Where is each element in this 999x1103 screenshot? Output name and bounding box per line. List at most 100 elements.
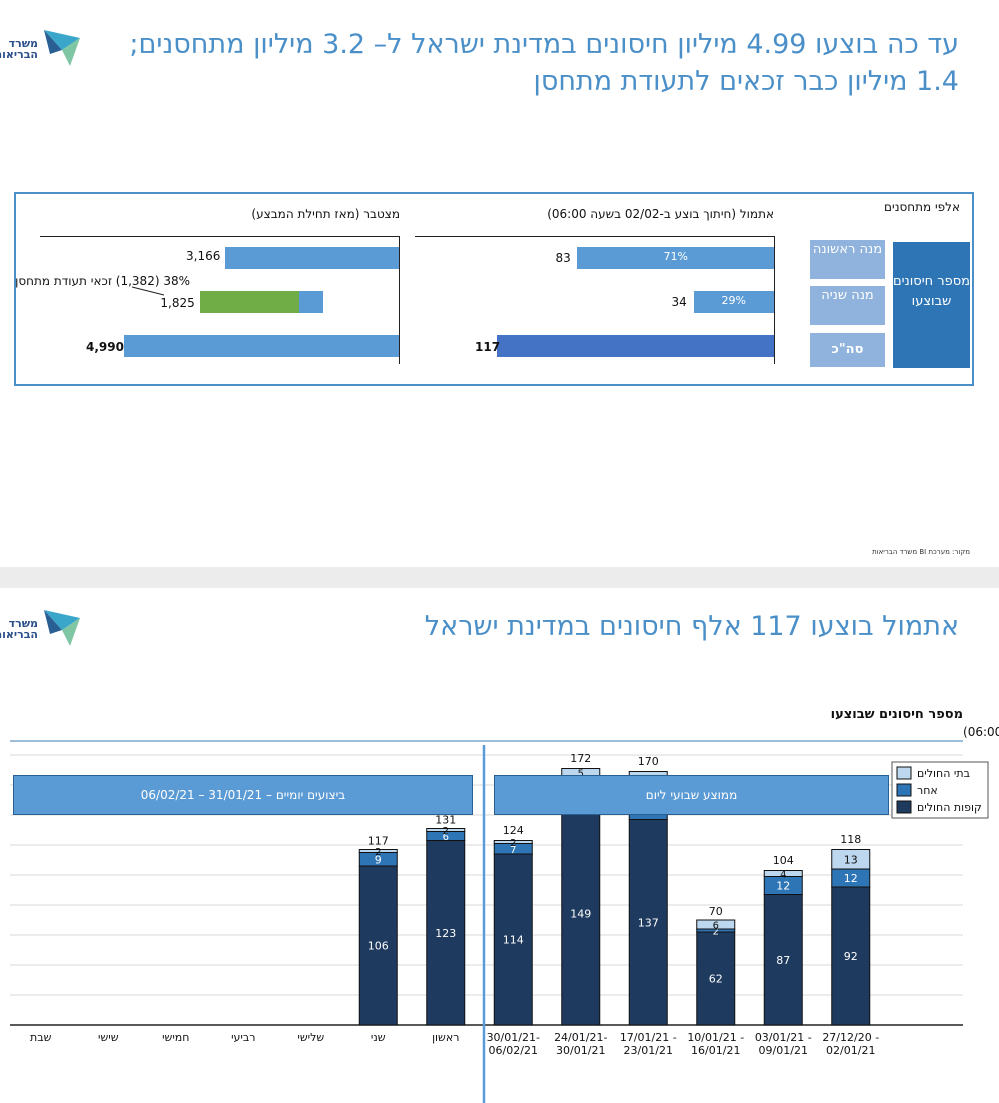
cumulative-bar-total (124, 335, 399, 357)
source-note: מקור: מערכת BI משרד הבריאות (872, 548, 970, 556)
certificate-annotation: 38% (1,382) זכאי תעודת מתחסן (15, 274, 190, 288)
x-tick-label: רביעי (231, 1031, 255, 1044)
bar-segment-label: 2 (375, 847, 381, 858)
legend-total: סה"כ (810, 333, 885, 367)
x-tick-label: ראשון (432, 1031, 459, 1044)
bar-segment-label: 12 (776, 880, 790, 893)
bar-segment-label: 92 (844, 950, 858, 963)
bar-segment-label: 2 (510, 838, 516, 849)
bar-segment-label: 106 (368, 940, 389, 953)
x-tick-label: שישי (98, 1031, 119, 1044)
cumulative-bar-certificate (200, 291, 299, 313)
yesterday-pct-second-dose: 29% (721, 294, 746, 307)
chart-tick-labels: שבת שישי חמישי רביעי שלישי שני ראשון 30/01/21-0… (30, 1031, 879, 1057)
bar-segment (831, 849, 871, 870)
bar-total-label: 104 (773, 854, 794, 867)
yesterday-bar-second-dose: 29% (693, 291, 774, 313)
cumulative-section-title: מצטבר (מאז תחילת המבצע) (251, 207, 400, 221)
x-tick-label: שלישי (297, 1031, 324, 1044)
bar-total-label: 124 (503, 824, 524, 837)
bar-segment-label: 12 (844, 872, 858, 885)
x-tick-label: 17/01/21 -23/01/21 (620, 1031, 677, 1057)
ministry-logo-icon (44, 30, 80, 66)
bar-segment-label: 114 (503, 934, 524, 947)
summary-panel (14, 192, 974, 386)
chart-legend: בתי החולים אחר קופות החולים (891, 761, 989, 819)
bar-segment-label: 2 (443, 826, 449, 837)
bar-segment (493, 840, 533, 844)
x-tick-label: 10/01/21 -16/01/21 (687, 1031, 744, 1057)
bar-total-label: 131 (435, 814, 456, 827)
slide2-title: אתמול בוצעו 117 אלף חיסונים במדינת ישראל (424, 611, 959, 642)
yesterday-value-first-dose: 83 (555, 251, 571, 265)
legend-swatch (896, 766, 912, 780)
x-tick-label: 30/01/21-06/02/21 (487, 1031, 540, 1057)
x-tick-label: שבת (30, 1031, 52, 1044)
weekly-banner: ממוצע שבועי ליום (494, 775, 889, 815)
legend-swatch (896, 800, 912, 814)
chart-subtitle: אלפים, שבוע מתחיל ב-31/01 (חיתוך בוצע ב-… (963, 725, 999, 739)
bar-segment-label: 87 (776, 954, 790, 967)
chart-title: מספר חיסונים שבוצעו (831, 707, 963, 722)
bar-total-label: 172 (570, 752, 591, 765)
bar-segment (358, 865, 398, 1026)
yesterday-pct-first-dose: 71% (663, 250, 688, 263)
bar-segment (358, 849, 398, 853)
bar-segment-label: 137 (638, 916, 659, 929)
bar-segment-label: 13 (844, 853, 858, 866)
ministry-logo-icon (44, 610, 80, 646)
yesterday-axis-top (415, 236, 775, 237)
yesterday-value-total: 117 (475, 340, 501, 354)
bar-total-label: 170 (638, 755, 659, 768)
bar-segment (763, 894, 803, 1026)
bar-segment-label: 6 (713, 921, 719, 932)
cumulative-bar-second-dose (298, 291, 323, 313)
bar-segment (831, 886, 871, 1026)
yesterday-axis-right (774, 236, 775, 364)
x-tick-label: חמישי (162, 1031, 189, 1044)
cumulative-axis-top (40, 236, 400, 237)
yesterday-value-second-dose: 34 (671, 295, 687, 309)
x-tick-label: 24/01/21-30/01/21 (554, 1031, 607, 1057)
bar-segment-label: 6 (443, 832, 449, 843)
logo-text: משרד הבריאות (0, 617, 38, 641)
bar-segment (561, 801, 601, 1026)
legend-swatch (896, 783, 912, 797)
bar-segment (763, 870, 803, 877)
bar-segment (628, 819, 668, 1026)
chart-bars: 1069211712362131114721241491751721372012… (358, 752, 871, 1026)
bar-total-label: 118 (840, 833, 861, 846)
cumulative-axis-right (399, 236, 400, 364)
bar-segment-label: 5 (578, 768, 584, 779)
yesterday-bar-total (497, 335, 774, 357)
logo-text: משרד הבריאות (0, 37, 38, 61)
legend-second-dose: מנה שניה (810, 286, 885, 325)
x-tick-label: 27/12/20 -02/01/21 (822, 1031, 879, 1057)
x-tick-label: 03/01/21 -09/01/21 (755, 1031, 812, 1057)
cumulative-value-total: 4,990 (86, 340, 124, 354)
bar-segment (696, 919, 736, 930)
legend-label: בתי החולים (917, 767, 970, 780)
bar-segment-label: 123 (435, 927, 456, 940)
yesterday-bar-first-dose: 71% (577, 247, 774, 269)
cumulative-value-first-dose: 3,166 (186, 249, 221, 263)
bar-segment-label: 62 (709, 973, 723, 986)
cumulative-bar-first-dose (224, 247, 399, 269)
bar-segment-label: 9 (375, 853, 382, 866)
slide1-title-line1: עד כה בוצעו 4.99 מיליון חיסונים במדינת י… (129, 29, 959, 60)
certificate-callout-line (131, 286, 165, 296)
bar-segment-label: 2 (713, 927, 719, 938)
slide1-title-line2: 1.4 מיליון כבר זכאים לתעודת מתחסן (533, 66, 959, 97)
chart-gridlines (10, 754, 963, 1026)
legend-first-dose: מנה ראשונה (810, 240, 885, 279)
bar-segment-label: 149 (570, 907, 591, 920)
slide-cumulative: משרד הבריאות עד כה בוצעו 4.99 מיליון חיס… (0, 0, 999, 567)
legend-vaccinations-count: מספר חיסונים שבוצעו (893, 242, 970, 368)
unit-label: אלפי מתחסנים (884, 200, 960, 214)
bar-total-label: 70 (709, 905, 723, 918)
yesterday-section-title: אתמול (חיתוך בוצע ב-02/02 בשעה 06:00) (547, 207, 774, 221)
bar-segment-label: 4 (780, 870, 786, 881)
cumulative-value-second-dose: 1,825 (160, 296, 195, 310)
bar-segment (696, 931, 736, 1026)
